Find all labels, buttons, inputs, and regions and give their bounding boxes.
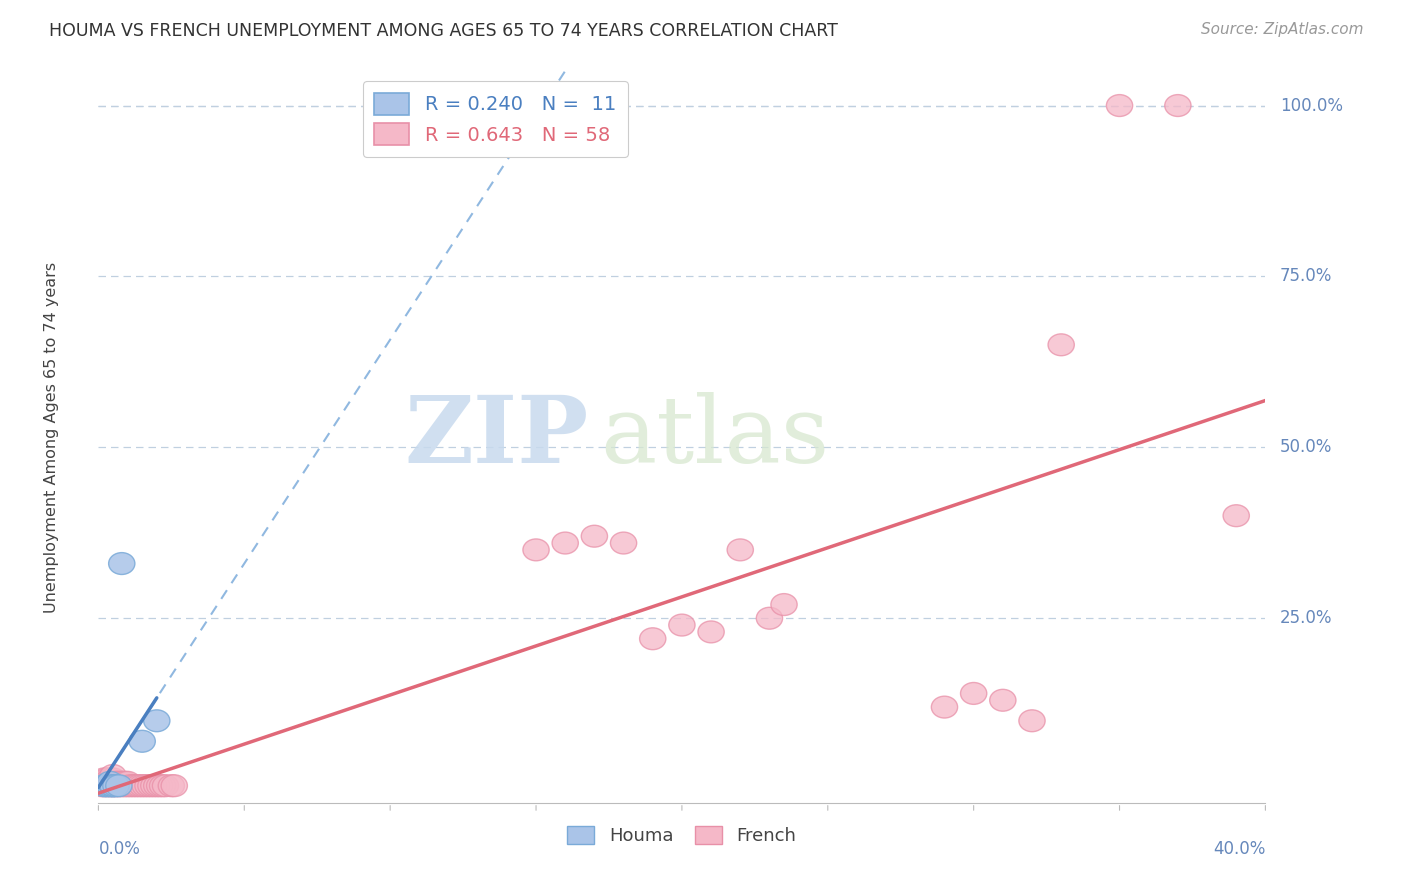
Ellipse shape	[990, 690, 1017, 711]
Ellipse shape	[121, 775, 146, 797]
Ellipse shape	[143, 775, 170, 797]
Ellipse shape	[581, 525, 607, 547]
Ellipse shape	[105, 775, 132, 797]
Ellipse shape	[159, 775, 184, 797]
Text: Unemployment Among Ages 65 to 74 years: Unemployment Among Ages 65 to 74 years	[44, 261, 59, 613]
Ellipse shape	[152, 775, 179, 797]
Ellipse shape	[91, 775, 117, 797]
Ellipse shape	[111, 772, 138, 793]
Ellipse shape	[97, 775, 124, 797]
Ellipse shape	[127, 775, 152, 797]
Ellipse shape	[100, 775, 127, 797]
Legend: Houma, French: Houma, French	[560, 819, 804, 852]
Text: 40.0%: 40.0%	[1213, 840, 1265, 858]
Ellipse shape	[132, 775, 159, 797]
Ellipse shape	[100, 772, 127, 793]
Ellipse shape	[770, 593, 797, 615]
Text: ZIP: ZIP	[405, 392, 589, 482]
Ellipse shape	[100, 775, 127, 797]
Ellipse shape	[89, 775, 114, 797]
Ellipse shape	[149, 775, 176, 797]
Ellipse shape	[669, 614, 695, 636]
Ellipse shape	[103, 775, 129, 797]
Ellipse shape	[124, 775, 149, 797]
Ellipse shape	[94, 772, 121, 793]
Ellipse shape	[94, 768, 121, 789]
Ellipse shape	[105, 775, 132, 797]
Ellipse shape	[100, 764, 127, 787]
Text: Source: ZipAtlas.com: Source: ZipAtlas.com	[1201, 22, 1364, 37]
Ellipse shape	[105, 772, 132, 793]
Ellipse shape	[931, 696, 957, 718]
Text: 75.0%: 75.0%	[1279, 268, 1333, 285]
Text: 0.0%: 0.0%	[98, 840, 141, 858]
Ellipse shape	[553, 533, 578, 554]
Ellipse shape	[91, 768, 117, 789]
Ellipse shape	[100, 775, 127, 797]
Ellipse shape	[94, 775, 121, 797]
Ellipse shape	[129, 731, 155, 752]
Ellipse shape	[135, 775, 162, 797]
Ellipse shape	[114, 772, 141, 793]
Ellipse shape	[640, 628, 666, 649]
Ellipse shape	[97, 768, 124, 789]
Ellipse shape	[89, 772, 114, 793]
Ellipse shape	[108, 772, 135, 793]
Ellipse shape	[97, 772, 124, 793]
Ellipse shape	[97, 772, 124, 793]
Ellipse shape	[727, 539, 754, 561]
Ellipse shape	[1164, 95, 1191, 117]
Ellipse shape	[756, 607, 783, 629]
Ellipse shape	[91, 775, 117, 797]
Ellipse shape	[610, 533, 637, 554]
Ellipse shape	[523, 539, 550, 561]
Ellipse shape	[94, 775, 121, 797]
Ellipse shape	[1047, 334, 1074, 356]
Ellipse shape	[1019, 710, 1045, 731]
Ellipse shape	[114, 775, 141, 797]
Text: HOUMA VS FRENCH UNEMPLOYMENT AMONG AGES 65 TO 74 YEARS CORRELATION CHART: HOUMA VS FRENCH UNEMPLOYMENT AMONG AGES …	[49, 22, 838, 40]
Ellipse shape	[697, 621, 724, 643]
Ellipse shape	[129, 775, 155, 797]
Ellipse shape	[143, 710, 170, 731]
Text: atlas: atlas	[600, 392, 830, 482]
Ellipse shape	[138, 775, 165, 797]
Ellipse shape	[146, 775, 173, 797]
Text: 50.0%: 50.0%	[1279, 438, 1333, 457]
Ellipse shape	[162, 775, 187, 797]
Ellipse shape	[108, 553, 135, 574]
Text: 25.0%: 25.0%	[1279, 609, 1333, 627]
Ellipse shape	[960, 682, 987, 705]
Ellipse shape	[141, 775, 167, 797]
Ellipse shape	[111, 775, 138, 797]
Ellipse shape	[103, 772, 129, 793]
Ellipse shape	[103, 775, 129, 797]
Ellipse shape	[108, 775, 135, 797]
Ellipse shape	[100, 768, 127, 789]
Text: 100.0%: 100.0%	[1279, 96, 1343, 114]
Ellipse shape	[1223, 505, 1250, 526]
Ellipse shape	[97, 775, 124, 797]
Ellipse shape	[117, 775, 143, 797]
Ellipse shape	[1107, 95, 1133, 117]
Ellipse shape	[91, 772, 117, 793]
